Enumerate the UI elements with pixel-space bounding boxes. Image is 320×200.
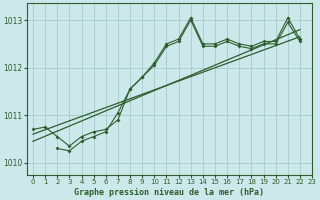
X-axis label: Graphe pression niveau de la mer (hPa): Graphe pression niveau de la mer (hPa) xyxy=(75,188,265,197)
